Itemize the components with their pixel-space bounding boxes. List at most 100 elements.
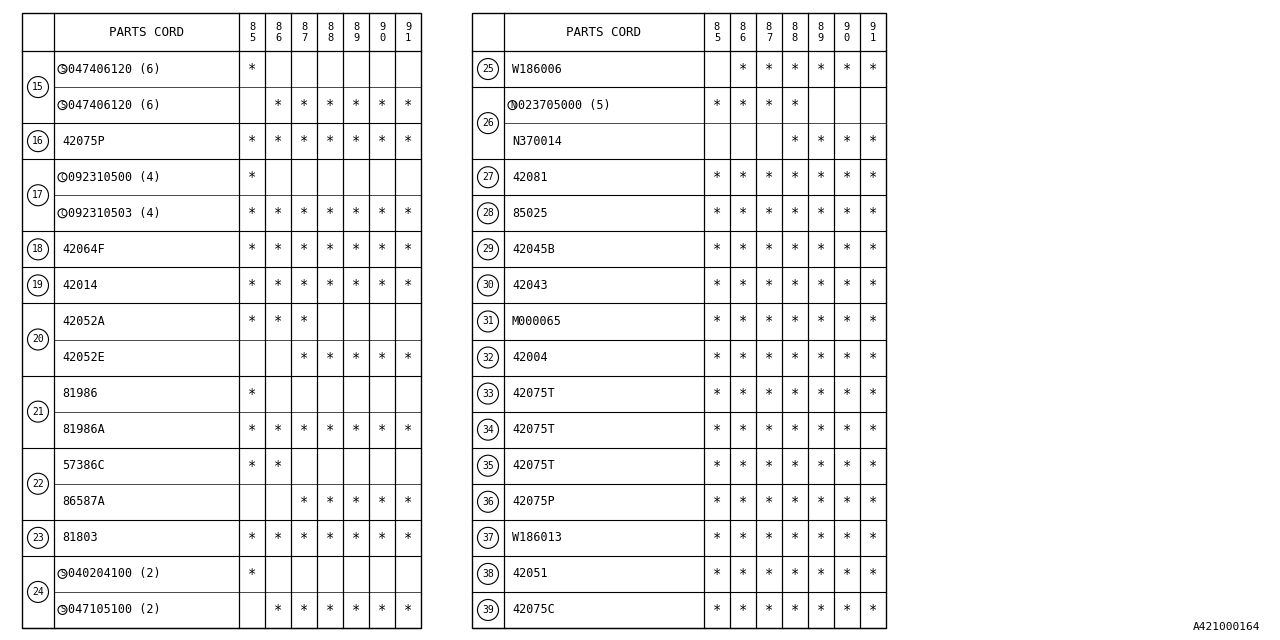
Text: 040204100 (2): 040204100 (2) bbox=[68, 568, 160, 580]
Text: *: * bbox=[300, 422, 308, 436]
Text: 33: 33 bbox=[483, 388, 494, 399]
Text: *: * bbox=[817, 278, 826, 292]
Text: *: * bbox=[300, 531, 308, 545]
Text: *: * bbox=[765, 567, 773, 581]
Text: 8: 8 bbox=[792, 33, 799, 43]
Text: *: * bbox=[248, 567, 256, 581]
Text: 5: 5 bbox=[248, 33, 255, 43]
Text: *: * bbox=[765, 98, 773, 112]
Text: 047105100 (2): 047105100 (2) bbox=[68, 604, 160, 616]
Text: 9: 9 bbox=[870, 22, 876, 32]
Text: *: * bbox=[791, 531, 799, 545]
Text: *: * bbox=[765, 387, 773, 401]
Text: *: * bbox=[842, 62, 851, 76]
Text: *: * bbox=[817, 170, 826, 184]
Text: 0: 0 bbox=[844, 33, 850, 43]
Text: 047406120 (6): 047406120 (6) bbox=[68, 99, 160, 111]
Text: 6: 6 bbox=[740, 33, 746, 43]
Text: *: * bbox=[352, 603, 360, 617]
Text: 18: 18 bbox=[32, 244, 44, 254]
Text: *: * bbox=[791, 170, 799, 184]
Text: W186006: W186006 bbox=[512, 63, 562, 76]
Text: *: * bbox=[817, 387, 826, 401]
Text: *: * bbox=[817, 531, 826, 545]
Text: *: * bbox=[326, 603, 334, 617]
Text: *: * bbox=[765, 206, 773, 220]
Text: *: * bbox=[378, 243, 387, 257]
Text: *: * bbox=[274, 459, 282, 473]
Text: *: * bbox=[765, 278, 773, 292]
Text: 42051: 42051 bbox=[512, 568, 548, 580]
Text: *: * bbox=[274, 98, 282, 112]
Text: *: * bbox=[713, 531, 721, 545]
Text: *: * bbox=[869, 495, 877, 509]
Text: *: * bbox=[403, 603, 412, 617]
Text: *: * bbox=[300, 134, 308, 148]
Text: *: * bbox=[326, 243, 334, 257]
Text: *: * bbox=[869, 387, 877, 401]
Text: *: * bbox=[352, 495, 360, 509]
Text: *: * bbox=[842, 134, 851, 148]
Text: *: * bbox=[765, 314, 773, 328]
Text: *: * bbox=[765, 531, 773, 545]
Text: *: * bbox=[817, 603, 826, 617]
Text: *: * bbox=[403, 206, 412, 220]
Text: *: * bbox=[765, 495, 773, 509]
Text: *: * bbox=[248, 314, 256, 328]
Text: 8: 8 bbox=[714, 22, 721, 32]
Text: 8: 8 bbox=[792, 22, 799, 32]
Text: *: * bbox=[739, 495, 748, 509]
Text: *: * bbox=[791, 314, 799, 328]
Text: *: * bbox=[817, 495, 826, 509]
Text: *: * bbox=[842, 170, 851, 184]
Text: *: * bbox=[791, 495, 799, 509]
Text: *: * bbox=[274, 422, 282, 436]
Text: 57386C: 57386C bbox=[61, 460, 105, 472]
Text: *: * bbox=[326, 278, 334, 292]
Text: *: * bbox=[739, 387, 748, 401]
Text: 19: 19 bbox=[32, 280, 44, 291]
Text: 30: 30 bbox=[483, 280, 494, 291]
Text: *: * bbox=[352, 351, 360, 365]
Text: S: S bbox=[60, 570, 65, 579]
Text: 22: 22 bbox=[32, 479, 44, 489]
Text: 5: 5 bbox=[714, 33, 721, 43]
Text: 26: 26 bbox=[483, 118, 494, 128]
Text: *: * bbox=[869, 134, 877, 148]
Text: PARTS CORD: PARTS CORD bbox=[109, 26, 184, 38]
Text: *: * bbox=[842, 278, 851, 292]
Text: 86587A: 86587A bbox=[61, 495, 105, 508]
Text: *: * bbox=[739, 603, 748, 617]
Text: *: * bbox=[791, 422, 799, 436]
Text: *: * bbox=[248, 278, 256, 292]
Text: 8: 8 bbox=[765, 22, 772, 32]
Text: *: * bbox=[791, 243, 799, 257]
Text: *: * bbox=[739, 278, 748, 292]
Text: 16: 16 bbox=[32, 136, 44, 146]
Text: 34: 34 bbox=[483, 425, 494, 435]
Text: *: * bbox=[817, 314, 826, 328]
Text: *: * bbox=[842, 243, 851, 257]
Text: S: S bbox=[60, 605, 65, 614]
Text: *: * bbox=[739, 567, 748, 581]
Text: *: * bbox=[274, 206, 282, 220]
Text: *: * bbox=[248, 170, 256, 184]
Text: 81986: 81986 bbox=[61, 387, 97, 400]
Text: *: * bbox=[765, 603, 773, 617]
Text: *: * bbox=[326, 531, 334, 545]
Text: *: * bbox=[765, 422, 773, 436]
Text: *: * bbox=[352, 278, 360, 292]
Text: 31: 31 bbox=[483, 316, 494, 326]
Text: *: * bbox=[403, 243, 412, 257]
Text: *: * bbox=[869, 62, 877, 76]
Text: 092310500 (4): 092310500 (4) bbox=[68, 171, 160, 184]
Text: *: * bbox=[326, 351, 334, 365]
Text: 9: 9 bbox=[379, 22, 385, 32]
Text: C: C bbox=[60, 173, 65, 182]
Text: 9: 9 bbox=[818, 33, 824, 43]
Text: *: * bbox=[378, 603, 387, 617]
Text: W186013: W186013 bbox=[512, 531, 562, 545]
Text: *: * bbox=[739, 98, 748, 112]
Text: *: * bbox=[739, 459, 748, 473]
Text: *: * bbox=[791, 603, 799, 617]
